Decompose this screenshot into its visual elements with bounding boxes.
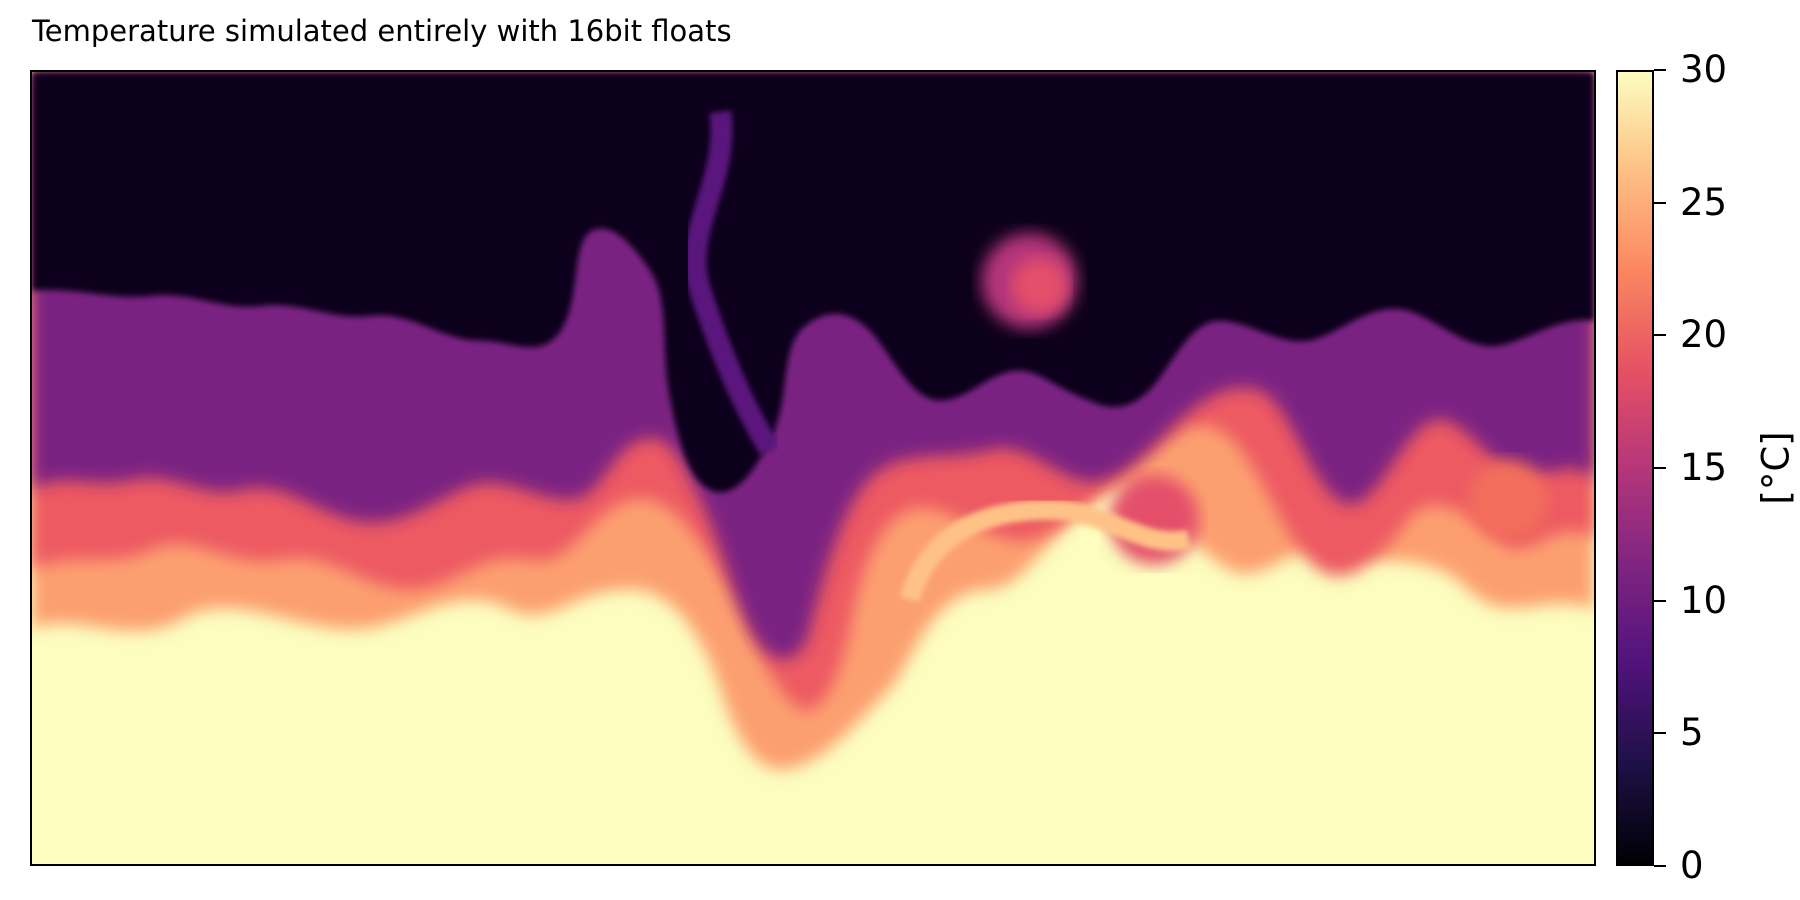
colorbar-label: [°C] — [1754, 431, 1798, 505]
warm-filament — [900, 499, 1191, 603]
colorbar-tick-label: 5 — [1680, 711, 1704, 754]
colorbar-tick-label: 10 — [1680, 579, 1728, 622]
chart-title: Temperature simulated entirely with 16bi… — [32, 14, 732, 48]
colorbar-tick-label: 0 — [1680, 844, 1704, 887]
cold-layer — [32, 72, 1594, 493]
colorbar-ticks: 0 5 10 15 20 25 30 — [1654, 48, 1774, 887]
colorbar-tick-label: 25 — [1680, 181, 1728, 224]
colorbar-tick-label: 15 — [1680, 446, 1728, 489]
colorbar-tick-label: 20 — [1680, 313, 1728, 356]
colorbar-tick-label: 30 — [1680, 48, 1728, 91]
colorbar — [1616, 70, 1654, 866]
right-red-eddy — [1468, 460, 1549, 540]
purple-filament — [684, 110, 780, 456]
upper-warm-eddy-core — [1011, 258, 1068, 314]
heatmap-plot-area — [30, 70, 1596, 866]
temperature-field — [32, 72, 1594, 864]
